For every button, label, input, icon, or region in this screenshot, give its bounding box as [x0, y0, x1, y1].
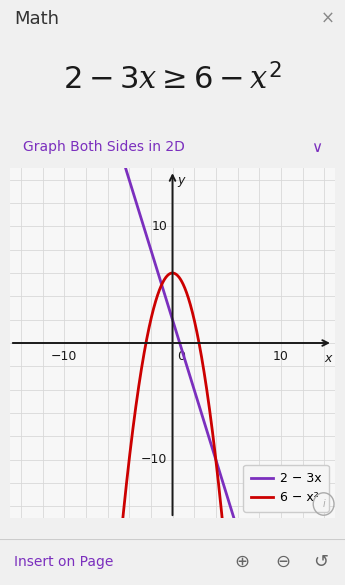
Text: −10: −10: [51, 350, 77, 363]
Text: 10: 10: [151, 220, 167, 233]
Text: 10: 10: [273, 350, 289, 363]
Text: 0: 0: [177, 350, 185, 363]
Text: x: x: [324, 352, 332, 366]
Text: ⊖: ⊖: [275, 553, 290, 571]
Text: −10: −10: [141, 453, 167, 466]
Text: ⊕: ⊕: [234, 553, 249, 571]
Text: ↺: ↺: [313, 553, 328, 571]
Text: Graph Both Sides in 2D: Graph Both Sides in 2D: [23, 140, 185, 154]
Text: Math: Math: [14, 10, 59, 28]
Text: ×: ×: [321, 10, 335, 28]
Text: y: y: [177, 174, 184, 187]
Legend: 2 − 3x, 6 − x²: 2 − 3x, 6 − x²: [243, 464, 329, 512]
Text: ∨: ∨: [311, 139, 322, 154]
Text: Insert on Page: Insert on Page: [14, 555, 113, 569]
Text: i: i: [322, 499, 325, 509]
Text: $\mathregular{2} - \mathregular{3}x \geq \mathregular{6} - x^{\mathregular{2}}$: $\mathregular{2} - \mathregular{3}x \geq…: [63, 63, 282, 95]
